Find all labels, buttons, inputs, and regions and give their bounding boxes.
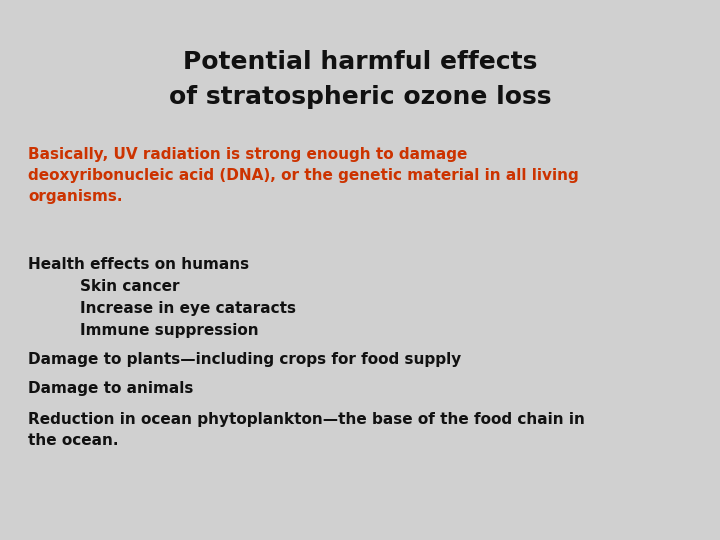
Text: Damage to animals: Damage to animals (28, 381, 194, 396)
Text: Increase in eye cataracts: Increase in eye cataracts (80, 301, 296, 316)
Text: Reduction in ocean phytoplankton—the base of the food chain in
the ocean.: Reduction in ocean phytoplankton—the bas… (28, 412, 585, 448)
Text: of stratospheric ozone loss: of stratospheric ozone loss (168, 85, 552, 109)
Text: Damage to plants—including crops for food supply: Damage to plants—including crops for foo… (28, 352, 462, 367)
Text: Skin cancer: Skin cancer (80, 279, 179, 294)
Text: Immune suppression: Immune suppression (80, 323, 258, 338)
Text: Health effects on humans: Health effects on humans (28, 257, 249, 272)
Text: Potential harmful effects: Potential harmful effects (183, 50, 537, 74)
Text: Basically, UV radiation is strong enough to damage
deoxyribonucleic acid (DNA), : Basically, UV radiation is strong enough… (28, 147, 579, 204)
